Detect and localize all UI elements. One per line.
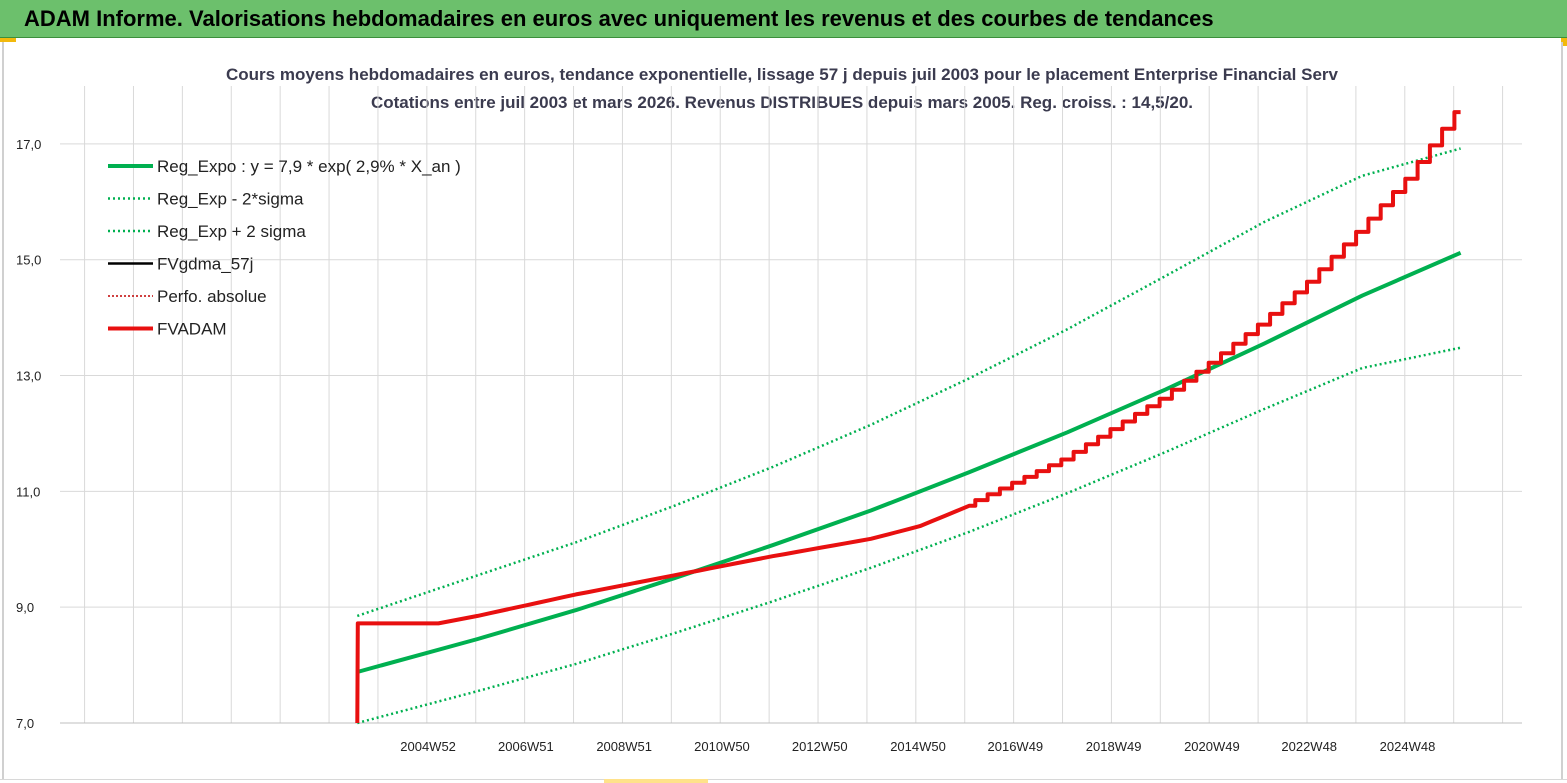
header-banner: ADAM Informe. Valorisations hebdomadaire… [0,0,1567,38]
y-tick-label: 7,0 [16,716,34,731]
page-title: ADAM Informe. Valorisations hebdomadaire… [24,6,1214,31]
series-line-fvadam [355,110,1461,724]
x-tick-label: 2014W50 [890,739,946,754]
legend-label-reg_minus: Reg_Exp - 2*sigma [157,190,304,209]
legend-label-reg_plus: Reg_Exp + 2 sigma [157,222,306,241]
y-tick-label: 11,0 [16,484,40,499]
series-line-reg_expo [356,250,1462,674]
chart-legend: Reg_Expo : y = 7,9 * exp( 2,9% * X_an ) R… [108,157,461,339]
x-tick-label: 2024W48 [1380,739,1436,754]
corner-accent-left [0,38,16,42]
series-line-reg_plus [356,147,1461,618]
x-tick-label: 2022W48 [1281,739,1337,754]
legend-label-reg_expo: Reg_Expo : y = 7,9 * exp( 2,9% * X_an ) [157,157,461,176]
chart-subtitle-line1: Cours moyens hebdomadaires en euros, ten… [226,65,1339,84]
y-tick-label: 15,0 [16,253,41,268]
y-tick-label: 13,0 [16,369,41,384]
x-tick-label: 2018W49 [1086,739,1142,754]
x-tick-label: 2004W52 [400,739,456,754]
chart-subtitle-line2: Cotations entre juil 2003 et mars 2026. … [371,93,1193,112]
x-tick-label: 2006W51 [498,739,554,754]
x-tick-label: 2012W50 [792,739,848,754]
legend-label-fvgdma: FVgdma_57j [157,255,253,274]
chart-series [355,110,1462,725]
chart-frame [2,42,1563,780]
legend-label-fvadam: FVADAM [157,320,227,339]
corner-accent-right [1561,38,1567,46]
y-tick-label: 9,0 [16,600,34,615]
y-axis: 7,0 9,0 11,0 13,0 15,0 17,0 [16,137,41,731]
x-tick-label: 2010W50 [694,739,750,754]
x-tick-label: 2008W51 [596,739,652,754]
x-tick-label: 2016W49 [988,739,1044,754]
x-axis: 2004W52 2006W51 2008W51 2010W50 2012W50 2014W… [400,739,1435,754]
chart-grid [60,86,1522,724]
bottom-border [0,779,1567,780]
x-tick-label: 2020W49 [1184,739,1240,754]
scroll-indicator[interactable] [604,779,708,783]
series-line-reg_minus [356,346,1461,725]
y-tick-label: 17,0 [16,137,41,152]
legend-label-perfo: Perfo. absolue [157,287,267,306]
